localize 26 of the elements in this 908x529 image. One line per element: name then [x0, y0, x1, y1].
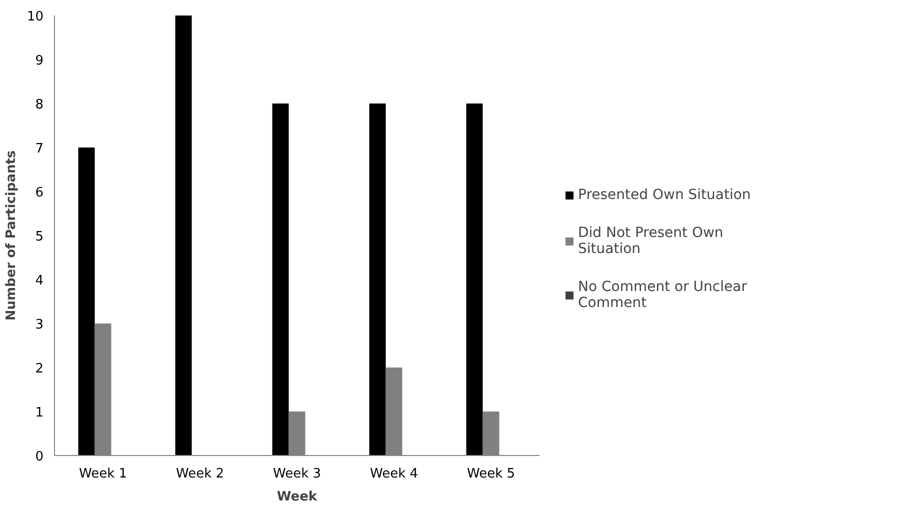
- x-tick-label: Week 3: [272, 466, 322, 482]
- y-tick-label: 3: [35, 318, 44, 332]
- x-axis-title: Week: [276, 490, 318, 504]
- bar: [175, 16, 192, 456]
- y-tick-label: 9: [35, 54, 44, 68]
- x-tick-label: Week 1: [78, 466, 128, 482]
- y-tick-label: 6: [35, 186, 44, 200]
- y-tick-label: 10: [26, 10, 44, 24]
- y-tick-label: 7: [35, 142, 44, 156]
- y-tick-label: 8: [35, 98, 44, 112]
- bar: [78, 148, 95, 456]
- x-tick-label: Week 4: [370, 466, 418, 482]
- y-tick-label: 0: [35, 450, 44, 464]
- bar: [369, 104, 386, 456]
- y-tick-label: 4: [35, 274, 44, 288]
- y-tick-label: 1: [35, 406, 44, 420]
- legend-label: No Comment or Unclear Comment: [578, 279, 747, 311]
- y-tick-label: 2: [35, 362, 44, 376]
- x-tick-label: Week 2: [176, 466, 224, 482]
- x-tick-label: Week 5: [466, 466, 516, 482]
- legend-label: Did Not Present Own Situation: [578, 225, 724, 257]
- bar: [272, 104, 289, 456]
- y-tick-label: 5: [35, 230, 44, 244]
- y-axis-title: Number of Participants: [4, 150, 19, 321]
- legend-label: Presented Own Situation: [578, 187, 751, 203]
- bar: [466, 104, 483, 456]
